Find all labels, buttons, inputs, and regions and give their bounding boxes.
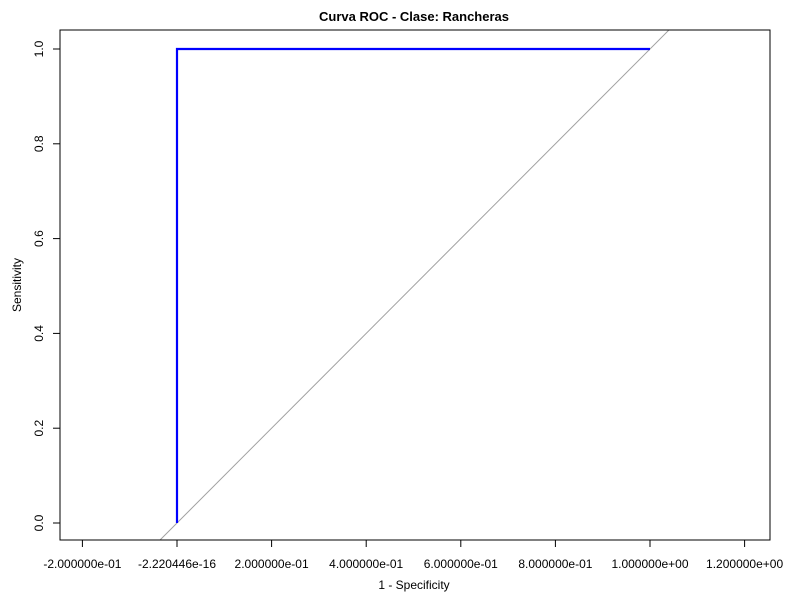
x-tick-label: 1.000000e+00: [611, 557, 688, 571]
y-tick-label: 0.0: [32, 514, 46, 531]
x-tick-label: -2.000000e-01: [43, 557, 121, 571]
x-tick-label: 2.000000e-01: [235, 557, 309, 571]
y-axis: 0.0 0.2 0.4 0.6 0.8 1.0: [32, 40, 61, 531]
y-axis-label: Sensitivity: [10, 258, 24, 312]
y-tick-label: 0.4: [32, 325, 46, 342]
y-tick-label: 0.2: [32, 420, 46, 437]
x-tick-label: 6.000000e-01: [424, 557, 498, 571]
y-tick-label: 0.6: [32, 230, 46, 247]
x-tick-label: 4.000000e-01: [329, 557, 403, 571]
x-axis: -2.000000e-01 -2.220446e-16 2.000000e-01 4.…: [43, 539, 783, 571]
reference-diagonal-line: [159, 30, 670, 540]
y-tick-label: 1.0: [32, 40, 46, 57]
x-tick-label: -2.220446e-16: [138, 557, 216, 571]
chart-title: Curva ROC - Clase: Rancheras: [319, 9, 509, 24]
roc-curve-line: [175, 47, 650, 523]
y-tick-label: 0.8: [32, 135, 46, 152]
x-axis-label: 1 - Specificity: [378, 578, 449, 592]
x-tick-label: 1.200000e+00: [706, 557, 783, 571]
x-tick-label: 8.000000e-01: [518, 557, 592, 571]
